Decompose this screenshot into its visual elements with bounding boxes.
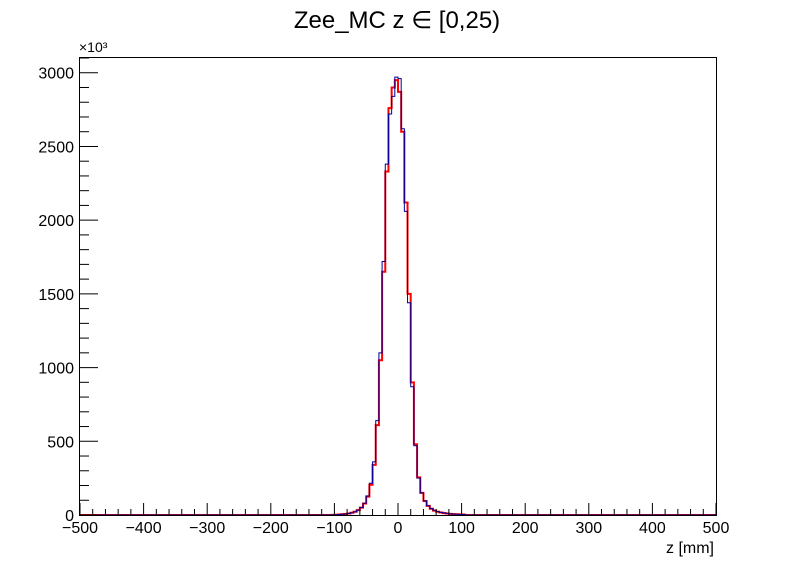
x-tick-label: −400 xyxy=(126,520,162,537)
plot-frame xyxy=(79,57,717,516)
x-tick-label: −200 xyxy=(253,520,289,537)
y-tick-label: 3000 xyxy=(38,66,74,83)
x-tick-label: −100 xyxy=(316,520,352,537)
y-axis-multiplier: ×10³ xyxy=(79,39,108,55)
y-tick-label: 500 xyxy=(47,434,74,451)
series-layer xyxy=(80,76,716,516)
axis-layer: −500 −400 −300 −200 −100 0 100 200 300 400 500 0 500… xyxy=(38,57,730,537)
x-tick-label: 400 xyxy=(639,520,666,537)
y-tick-label: 2000 xyxy=(38,213,74,230)
x-tick-label: 100 xyxy=(448,520,475,537)
x-tick-label: −500 xyxy=(62,520,98,537)
x-tick-label: −300 xyxy=(189,520,225,537)
histogram-series-2 xyxy=(80,76,716,516)
y-tick-label: 1000 xyxy=(38,361,74,378)
y-tick-label: 1500 xyxy=(38,287,74,304)
x-tick-label: 0 xyxy=(394,520,403,537)
x-tick-label: 200 xyxy=(512,520,539,537)
y-tick-label: 2500 xyxy=(38,139,74,156)
x-tick-label: 300 xyxy=(575,520,602,537)
x-tick-label: 500 xyxy=(703,520,730,537)
y-tick-label: 0 xyxy=(65,508,74,525)
chart-title: Zee_MC z ∈ [0,25) xyxy=(294,7,500,34)
x-axis-label: z [mm] xyxy=(666,540,714,557)
